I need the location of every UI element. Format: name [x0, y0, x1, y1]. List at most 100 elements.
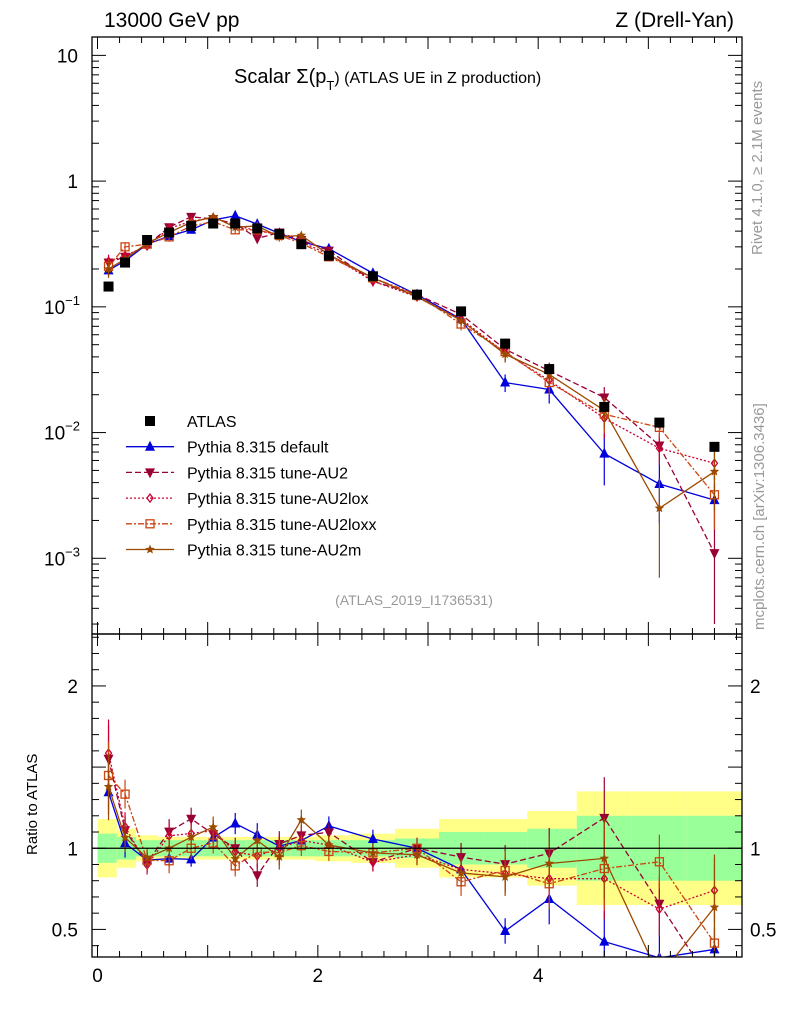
data-point [655, 443, 664, 454]
y-tick-exponent: −3 [65, 544, 80, 559]
atlas-point [186, 220, 197, 231]
header-right: Z (Drell-Yan) [615, 9, 734, 32]
atlas-point [120, 257, 131, 268]
legend-marker [145, 468, 155, 479]
main-plot-layer [103, 209, 720, 625]
ratio-point [274, 851, 285, 861]
atlas-point [296, 239, 307, 250]
y-tick-label: 10−2 [44, 419, 80, 445]
ratio-point [230, 853, 240, 863]
atlas-point [599, 401, 610, 412]
ratio-point [324, 840, 334, 850]
legend-marker-atlas [145, 416, 155, 426]
legend-label: Pythia 8.315 default [187, 440, 329, 457]
ratio-point [120, 832, 130, 842]
ratio-point [655, 904, 664, 915]
atlas-point [164, 227, 175, 238]
data-point [500, 349, 510, 359]
ratio-point [709, 983, 719, 993]
legend-label: Pythia 8.315 tune-AU2 [187, 465, 348, 482]
ratio-frame [91, 633, 743, 958]
ratio-point [412, 849, 422, 859]
analysis-watermark: (ATLAS_2019_I1736531) [335, 592, 493, 608]
ratio-point [368, 847, 378, 857]
data-point [252, 234, 263, 245]
chart-title-sub: T [326, 78, 334, 93]
atlas-point [367, 271, 378, 282]
legend-marker [146, 493, 154, 504]
chart-title: Scalar Σ(pT) (ATLAS UE in Z production) [234, 66, 541, 93]
ratio-point [709, 902, 720, 912]
ratio-point [654, 857, 665, 867]
ratio-tick-label-right: 1 [750, 839, 761, 860]
data-point [230, 209, 241, 220]
ratio-point [369, 857, 377, 868]
data-point [709, 466, 720, 476]
atlas-point [252, 223, 263, 234]
y-tick-base: 10 [44, 424, 65, 445]
legend-entry-5: Pythia 8.315 tune-AU2m [126, 543, 361, 560]
y-tick-label: 10−3 [44, 544, 80, 570]
data-point [296, 230, 307, 240]
legend-entry-4: Pythia 8.315 tune-AU2loxx [126, 517, 376, 534]
ratio-point [208, 838, 218, 848]
legend-entry-atlas: ATLAS [145, 414, 237, 431]
ratio-tick-label: 0.5 [52, 920, 78, 941]
ratio-point [296, 841, 306, 851]
data-point [456, 315, 466, 325]
y-tick-base: 10 [44, 549, 65, 570]
legend-entry-3: Pythia 8.315 tune-AU2lox [126, 491, 368, 508]
ratio-tick-label-right: 0.5 [750, 920, 776, 941]
y-tick-base: 10 [44, 298, 65, 319]
legend-label: Pythia 8.315 tune-AU2m [187, 543, 361, 560]
atlas-point [544, 364, 555, 375]
legend: ATLAS Pythia 8.315 default Pythia 8.315 tu… [126, 414, 376, 560]
data-point [599, 447, 610, 458]
atlas-point [412, 289, 422, 300]
series-line [108, 215, 715, 501]
ratio-point [120, 789, 130, 799]
ratio-point [186, 814, 197, 825]
series-4 [103, 217, 720, 530]
y-tick-label: 10 [57, 46, 78, 67]
y-tick-exponent: −1 [65, 293, 80, 308]
atlas-point [323, 250, 334, 261]
chart-title-tail: ) (ATLAS UE in Z production) [334, 70, 541, 87]
legend-entry-1: Pythia 8.315 default [126, 440, 329, 457]
mcplots-label: mcplots.cern.ch [arXiv:1306.3436] [751, 403, 768, 630]
header-left: 13000 GeV pp [104, 9, 239, 32]
atlas-point [103, 281, 114, 292]
atlas-point [208, 218, 219, 229]
atlas-point [709, 441, 720, 452]
legend-marker [145, 519, 155, 529]
ratio-point [323, 828, 334, 839]
data-point [120, 242, 130, 252]
atlas-point [456, 306, 467, 317]
y-tick-label: 1 [67, 172, 78, 193]
ratio-point [544, 858, 554, 868]
atlas-point [500, 338, 511, 349]
ratio-point [367, 832, 378, 843]
y-tick-exponent: −2 [65, 419, 80, 434]
ratio-point [296, 814, 307, 824]
data-point [103, 263, 114, 274]
ratio-point [230, 817, 241, 828]
ratio-point [456, 867, 466, 877]
ratio-tick-label: 2 [67, 677, 78, 698]
ratio-point [252, 835, 263, 845]
ratio-point [103, 781, 114, 791]
x-tick-label: 0 [92, 966, 103, 987]
ratio-tick-label: 1 [67, 839, 78, 860]
ratio-tick-label-right: 2 [750, 677, 761, 698]
atlas-data [103, 218, 720, 452]
x-tick-label: 2 [313, 966, 324, 987]
legend-entry-2: Pythia 8.315 tune-AU2 [126, 465, 348, 482]
ratio-point [599, 853, 610, 863]
legend-label: Pythia 8.315 tune-AU2loxx [187, 517, 376, 534]
atlas-point [654, 417, 665, 428]
ratio-point [208, 822, 218, 832]
legend-marker [145, 440, 155, 451]
ratio-point [500, 871, 510, 881]
